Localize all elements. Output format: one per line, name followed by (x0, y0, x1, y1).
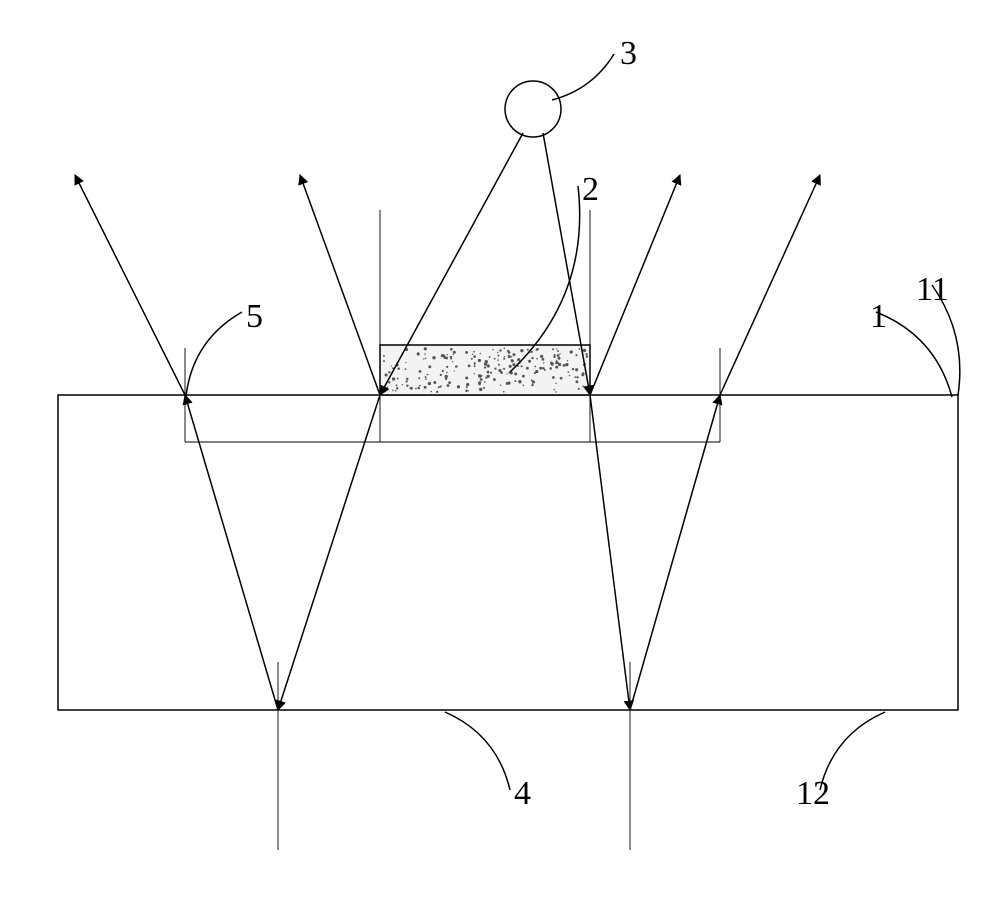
ray-9 (720, 175, 820, 395)
label-11: 11 (916, 271, 949, 308)
label-2: 2 (582, 171, 599, 208)
label-1: 1 (870, 298, 887, 335)
ray-8 (590, 175, 680, 395)
label-5: 5 (246, 298, 263, 335)
ray-6 (75, 175, 185, 395)
ray-7 (300, 175, 380, 395)
leader-L4 (445, 712, 510, 790)
leader-L3 (552, 54, 614, 100)
label-12: 12 (796, 775, 830, 812)
leader-L5 (186, 312, 242, 396)
label-4: 4 (514, 775, 531, 812)
diagram-canvas: 325111412 (0, 0, 1000, 904)
label-3: 3 (620, 35, 637, 72)
leader-L1 (876, 312, 952, 397)
source-circle (505, 81, 561, 137)
